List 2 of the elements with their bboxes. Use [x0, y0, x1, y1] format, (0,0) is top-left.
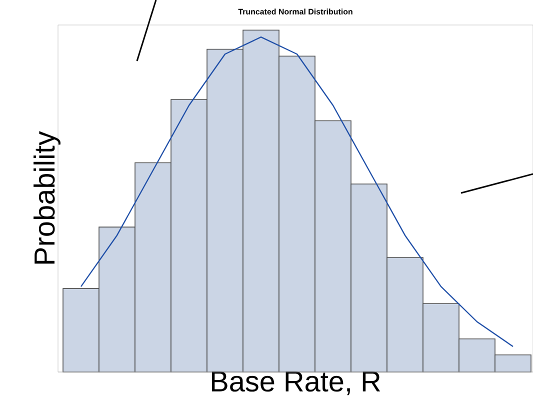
- y-axis-title: Probability: [34, 131, 60, 264]
- x-axis-title: Base Rate, R: [212, 372, 380, 396]
